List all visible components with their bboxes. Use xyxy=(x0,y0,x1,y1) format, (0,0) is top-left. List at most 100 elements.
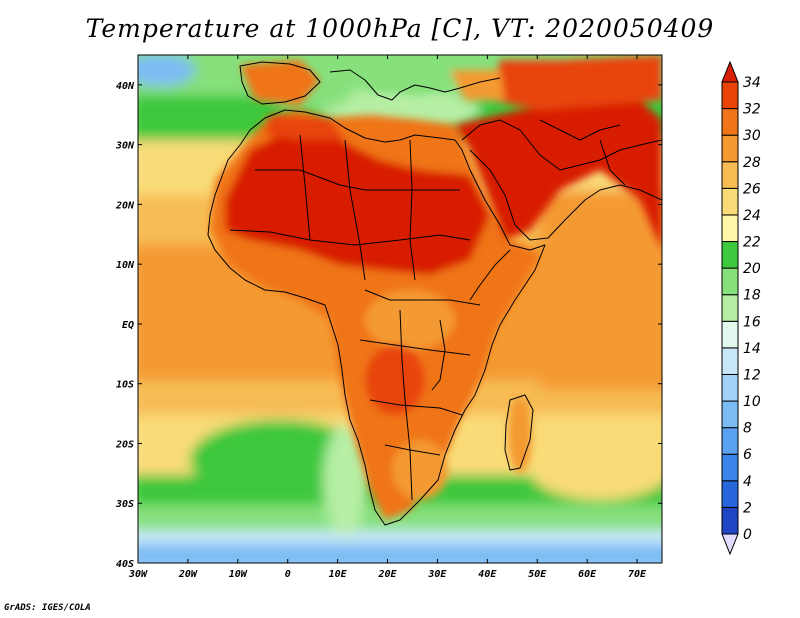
y-tick-label: 10S xyxy=(116,380,134,391)
x-tick-label: 30E xyxy=(427,569,447,580)
colorbar-box xyxy=(721,241,739,269)
colorbar-label: 12 xyxy=(743,367,761,383)
europe-cool xyxy=(350,58,460,95)
band-southern-ocean-cold xyxy=(138,544,662,563)
middle-east-warm xyxy=(490,55,662,110)
x-tick-label: 40E xyxy=(478,569,497,580)
southern-africa-warm xyxy=(392,440,448,500)
colorbar-label: 24 xyxy=(743,208,761,224)
border-sahara-1 xyxy=(255,169,460,191)
iberia-warm xyxy=(240,60,320,105)
africa-coastline xyxy=(207,109,546,526)
colorbar-box xyxy=(721,400,739,429)
benguela-current xyxy=(323,425,367,535)
madagascar-coast xyxy=(504,394,534,471)
x-tick-label: 20W xyxy=(178,569,198,580)
colorbar-label: 32 xyxy=(743,102,761,118)
central-africa-cooler xyxy=(365,290,455,350)
arabia-coast-south xyxy=(469,149,662,241)
colorbar-label: 28 xyxy=(743,155,761,171)
colorbar-label: 22 xyxy=(743,235,761,251)
colorbar-over-triangle xyxy=(721,60,739,83)
madagascar-warm xyxy=(508,397,532,473)
colorbar-box xyxy=(721,134,739,163)
maghreb-warm xyxy=(265,115,345,140)
y-tick-label: 30N xyxy=(115,141,135,152)
band-southern-ocean xyxy=(138,530,662,546)
colorbar-label: 14 xyxy=(743,341,761,357)
border-central xyxy=(364,289,481,306)
y-tick-label: 20S xyxy=(115,439,134,450)
colorbar-box xyxy=(721,161,739,189)
colorbar-label: 34 xyxy=(743,75,761,91)
y-tick-label: 30S xyxy=(115,499,134,510)
colorbar-box xyxy=(721,294,739,322)
border-sahel xyxy=(229,229,471,246)
europe-south-coast xyxy=(329,69,501,101)
north-atlantic-cool xyxy=(138,55,195,86)
colorbar-box xyxy=(721,81,739,110)
y-tick-label: EQ xyxy=(122,320,134,331)
colorbar-box xyxy=(721,427,739,455)
x-tick-label: 60E xyxy=(578,569,597,580)
border-horn xyxy=(469,249,511,301)
border-egypt-sudan xyxy=(409,139,416,281)
colorbar-box xyxy=(721,320,739,349)
colorbar-label: 26 xyxy=(743,181,761,197)
colorbar-box xyxy=(721,347,739,375)
indian-ocean-warm xyxy=(540,190,662,390)
border-algeria xyxy=(299,134,311,241)
border-iran xyxy=(539,119,621,141)
colorbar-label: 30 xyxy=(743,128,761,144)
persian-gulf-coast xyxy=(461,119,662,171)
colorbar-label: 6 xyxy=(743,447,752,463)
colorbar-label: 16 xyxy=(743,314,761,330)
x-tick-label: 10W xyxy=(229,569,248,580)
colorbar-box xyxy=(721,214,739,243)
y-tick-label: 10N xyxy=(116,260,135,271)
indian-ocean-south xyxy=(530,440,662,500)
colorbar-box xyxy=(721,506,739,535)
map-title: Temperature at 1000hPa [C], VT: 20200504… xyxy=(85,14,715,43)
y-tick-label: 40S xyxy=(116,559,134,570)
colorbar-box xyxy=(721,453,739,482)
plot-frame xyxy=(137,54,663,564)
temperature-field xyxy=(138,55,662,563)
x-tick-label: 0 xyxy=(285,569,291,580)
colorbar-box xyxy=(721,187,739,216)
colorbar-label: 20 xyxy=(743,261,761,277)
colorbar-label: 10 xyxy=(743,394,761,410)
colorbar-box xyxy=(721,373,739,402)
border-zambia xyxy=(369,399,463,416)
colorbar-label: 8 xyxy=(743,421,752,437)
colorbar-label: 18 xyxy=(743,288,761,304)
y-tick-label: 20N xyxy=(115,200,135,211)
colorbar-under-triangle xyxy=(721,533,739,556)
x-tick-label: 10E xyxy=(329,569,348,580)
colorbar-label: 0 xyxy=(743,527,752,543)
x-tick-label: 20E xyxy=(377,569,397,580)
x-tick-label: 50E xyxy=(528,569,547,580)
iberia-coast xyxy=(239,61,321,105)
anatolia-warm xyxy=(450,70,505,100)
colorbar-box xyxy=(721,480,739,508)
sahel-hot-core xyxy=(225,130,490,275)
border-vertical-south xyxy=(399,309,413,501)
coastlines xyxy=(207,61,662,526)
colorbar-label: 2 xyxy=(743,500,752,516)
border-niger xyxy=(344,139,366,281)
x-tick-label: 70E xyxy=(628,569,647,580)
border-congo xyxy=(359,339,471,356)
arabia-hot xyxy=(455,100,662,250)
y-tick-label: 40N xyxy=(116,81,135,92)
border-pakistan xyxy=(599,139,626,186)
colorbar-box xyxy=(721,108,739,136)
great-lakes xyxy=(431,319,446,391)
x-tick-label: 30W xyxy=(128,569,148,580)
southern-central-hot xyxy=(365,345,425,415)
colorbar-label: 4 xyxy=(743,474,752,490)
x-axis: 30W 20W 10W 0 10E 20E 30E 40E 50E 60E 70E xyxy=(128,55,647,580)
grads-credit: GrADS: IGES/COLA xyxy=(4,603,91,613)
